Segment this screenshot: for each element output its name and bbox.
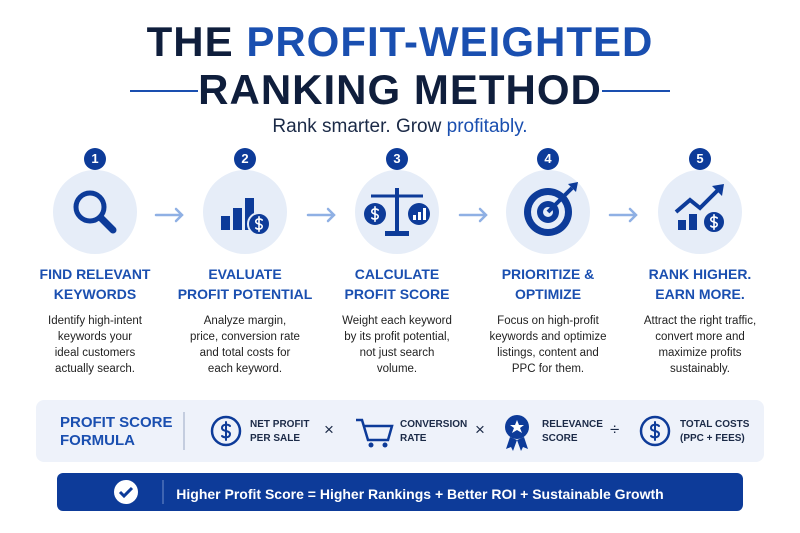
step-title-line: EARN MORE. [655,286,745,302]
formula-term-line: CONVERSION [400,419,468,430]
step-title-line: PROFIT POTENTIAL [177,286,313,302]
step-title-line: KEYWORDS [53,286,137,302]
title-line: RANKING METHOD [198,66,602,113]
formula-operator: ÷ [610,420,620,439]
step-description-line: listings, content and [497,347,599,359]
formula-term: RELEVANCE SCORE [542,418,603,446]
step-description-line: ideal customers [54,347,136,359]
search-icon [73,190,117,234]
formula-term-line: TOTAL COSTS [680,419,750,430]
step-description: Attract the right traffic, convert more a… [625,313,775,377]
subtitle-part: Rank smarter. Grow [272,116,442,137]
subtitle: Rank smarter. Grow profitably. [0,116,800,138]
step-title-line: CALCULATE [354,266,440,282]
formula-icons [210,415,671,451]
step-description-line: and total costs for [199,347,291,359]
title-part: PROFIT-WEIGHTED [246,18,654,65]
formula-operator: × [324,420,334,439]
step-title: CALCULATE PROFIT SCORE [322,264,472,304]
step-number: 4 [537,148,559,170]
step-number: 2 [234,148,256,170]
step-description-line: maximize profits [658,347,742,359]
step-title-line: PRIORITIZE & [501,266,595,282]
formula-label-line: PROFIT SCORE [60,414,173,431]
formula-term-line: PER SALE [250,433,301,444]
scale-icon [364,188,430,236]
step-description-line: Focus on high-profit [497,315,599,327]
subtitle-part: profitably. [446,116,528,137]
formula-term: CONVERSION RATE [400,418,467,446]
formula-term-line: RELEVANCE [542,419,603,430]
profit-icon [221,198,271,236]
formula-operator: × [475,420,485,439]
formula-term-line: (PPC + FEES) [680,433,745,444]
formula-term-line: NET PROFIT [250,419,310,430]
step-title-line: OPTIMIZE [514,286,582,302]
step-description-line: keywords and optimize [489,331,607,343]
formula-term-line: SCORE [542,433,578,444]
title-part: THE [146,18,234,65]
banner-text: Higher Profit Score = Higher Rankings + … [176,486,664,502]
step-description-line: not just search [359,347,435,359]
step-description-line: price, conversion rate [190,331,300,343]
step-title: FIND RELEVANT KEYWORDS [20,264,170,304]
formula-term: TOTAL COSTS (PPC + FEES) [680,418,749,446]
step-description-line: each keyword. [207,363,283,375]
step-description-line: by its profit potential, [344,331,450,343]
step-description: Focus on high-profit keywords and optimiz… [473,313,623,377]
step-title-line: FIND RELEVANT [39,266,151,282]
check-mark [118,486,134,499]
step-description: Identify high-intent keywords your ideal c… [20,313,170,377]
growth-icon [674,184,726,234]
step-title-line: RANK HIGHER. [648,266,752,282]
step-description-line: PPC for them. [511,363,585,375]
step-title-line: EVALUATE [208,266,282,282]
step-number: 1 [84,148,106,170]
step-description-line: Identify high-intent [48,315,142,327]
step-title: PRIORITIZE & OPTIMIZE [473,264,623,304]
arrows [154,207,638,223]
step-number: 3 [386,148,408,170]
step-description: Analyze margin, price, conversion rate and… [170,313,320,377]
step-description-line: Analyze margin, [203,315,287,327]
step-description-line: Weight each keyword [342,315,452,327]
step-title: EVALUATE PROFIT POTENTIAL [170,264,320,304]
banner [57,473,743,511]
step-description-line: Attract the right traffic, [643,315,757,327]
step-description-line: keywords your [57,331,133,343]
target-icon [524,182,578,236]
step-description-line: convert more and [655,331,745,343]
formula-box [36,400,764,462]
formula-label: PROFIT SCORE FORMULA [60,414,173,450]
step-number: 5 [689,148,711,170]
step-description-line: actually search. [55,363,135,375]
step-title: RANK HIGHER. EARN MORE. [625,264,775,304]
formula-term-line: RATE [400,433,427,444]
formula-term: NET PROFIT PER SALE [250,418,309,446]
step-description: Weight each keyword by its profit potenti… [322,313,472,377]
title: THE PROFIT-WEIGHTED [0,18,800,66]
step-description-line: sustainably. [670,363,730,375]
formula-label-line: FORMULA [60,432,135,449]
step-title-line: PROFIT SCORE [344,286,450,302]
step-description-line: volume. [376,363,418,375]
